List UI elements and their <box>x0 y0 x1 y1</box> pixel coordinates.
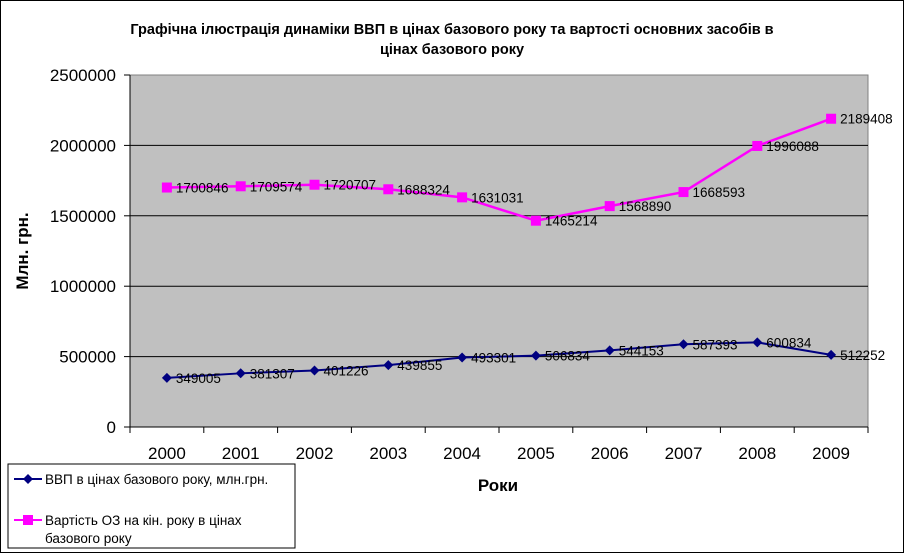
data-point-square <box>161 182 172 193</box>
x-tick-label: 2001 <box>222 444 260 463</box>
y-tick-label: 2000000 <box>50 136 116 155</box>
data-label: 439855 <box>397 358 442 373</box>
data-point-square <box>235 181 246 192</box>
x-tick-label: 2006 <box>591 444 629 463</box>
legend-item-1: ВВП в цінах базового року, млн.грн. <box>14 472 268 487</box>
data-label: 1568890 <box>619 199 672 214</box>
y-tick-label: 2500000 <box>50 66 116 85</box>
legend-label: ВВП в цінах базового року, млн.грн. <box>45 472 268 487</box>
data-point-square <box>309 179 320 190</box>
series-2: 1700846 1709574 1720707 1688324 1631031 14652… <box>161 112 893 229</box>
chart-title-line-1: Графічна ілюстрація динаміки ВВП в цінах… <box>130 22 773 38</box>
x-tick-label: 2008 <box>738 444 776 463</box>
series-layer: 349005 381307 401226 439855 493301 506834 5441… <box>161 112 893 386</box>
data-point-diamond <box>530 350 541 361</box>
data-point-square <box>826 113 837 124</box>
data-label: 1709574 <box>250 179 303 194</box>
data-point-diamond <box>752 337 763 348</box>
data-point-diamond <box>383 360 394 371</box>
data-label: 1631031 <box>471 190 524 205</box>
data-point-square <box>678 187 689 198</box>
legend: ВВП в цінах базового року, млн.грн. Варті… <box>7 463 296 549</box>
data-label: 1700846 <box>176 181 229 196</box>
data-label: 1720707 <box>324 178 377 193</box>
x-tick-label: 2007 <box>665 444 703 463</box>
legend-label: базового року <box>45 531 132 546</box>
data-label: 544153 <box>619 343 664 358</box>
y-tick-label: 500000 <box>59 348 116 367</box>
data-point-square <box>383 184 394 195</box>
legend-marker-diamond <box>23 474 33 484</box>
data-point-square <box>530 215 541 226</box>
data-point-square <box>604 201 615 212</box>
x-axis-ticks: 2000 2001 2002 2003 2004 2005 2006 2007 2008 2009 <box>129 427 869 463</box>
data-label: 381307 <box>250 366 295 381</box>
series-line <box>166 117 832 222</box>
y-tick-label: 0 <box>107 418 116 437</box>
data-point-diamond <box>309 365 320 376</box>
data-point-diamond <box>604 345 615 356</box>
x-tick-label: 2009 <box>812 444 850 463</box>
x-tick-label: 2005 <box>517 444 555 463</box>
data-label: 1465214 <box>545 214 598 229</box>
data-label: 493301 <box>471 351 516 366</box>
data-label: 600834 <box>766 335 812 350</box>
legend-label: Вартість ОЗ на кін. року в цінах <box>45 513 242 528</box>
y-tick-label: 1500000 <box>50 207 116 226</box>
legend-marker-square <box>23 515 33 525</box>
x-tick-label: 2002 <box>296 444 334 463</box>
y-tick-label: 1000000 <box>50 277 116 296</box>
data-point-diamond <box>678 339 689 350</box>
data-point-square <box>457 192 468 203</box>
data-point-diamond <box>235 368 246 379</box>
x-tick-label: 2004 <box>443 444 481 463</box>
data-point-diamond <box>161 372 172 383</box>
chart-title-line-2: цінах базового року <box>380 42 524 58</box>
data-label: 401226 <box>324 364 369 379</box>
x-tick-label: 2000 <box>148 444 186 463</box>
data-label: 512252 <box>840 348 885 363</box>
data-label: 2189408 <box>840 112 893 127</box>
x-axis-title: Роки <box>478 476 518 495</box>
series-line <box>166 341 832 379</box>
data-point-square <box>752 140 763 151</box>
legend-item-2: Вартість ОЗ на кін. року в цінах базового… <box>14 513 242 546</box>
data-point-diamond <box>826 349 837 360</box>
legend-items: ВВП в цінах базового року, млн.грн. Варті… <box>14 472 268 546</box>
series-1: 349005 381307 401226 439855 493301 506834 5441… <box>161 335 885 386</box>
data-label: 1668593 <box>693 185 746 200</box>
data-label: 1688324 <box>397 182 450 197</box>
data-label: 1996088 <box>766 139 819 154</box>
data-label: 506834 <box>545 349 591 364</box>
data-label: 587393 <box>693 337 738 352</box>
y-axis-ticks: 0 500000 1000000 1500000 2000000 2500000 <box>50 66 130 437</box>
plot-area <box>129 74 869 428</box>
legend-box <box>7 463 296 549</box>
data-point-diamond <box>457 352 468 363</box>
data-label: 349005 <box>176 371 221 386</box>
y-axis-title: Млн. грн. <box>13 212 32 289</box>
x-tick-label: 2003 <box>369 444 407 463</box>
